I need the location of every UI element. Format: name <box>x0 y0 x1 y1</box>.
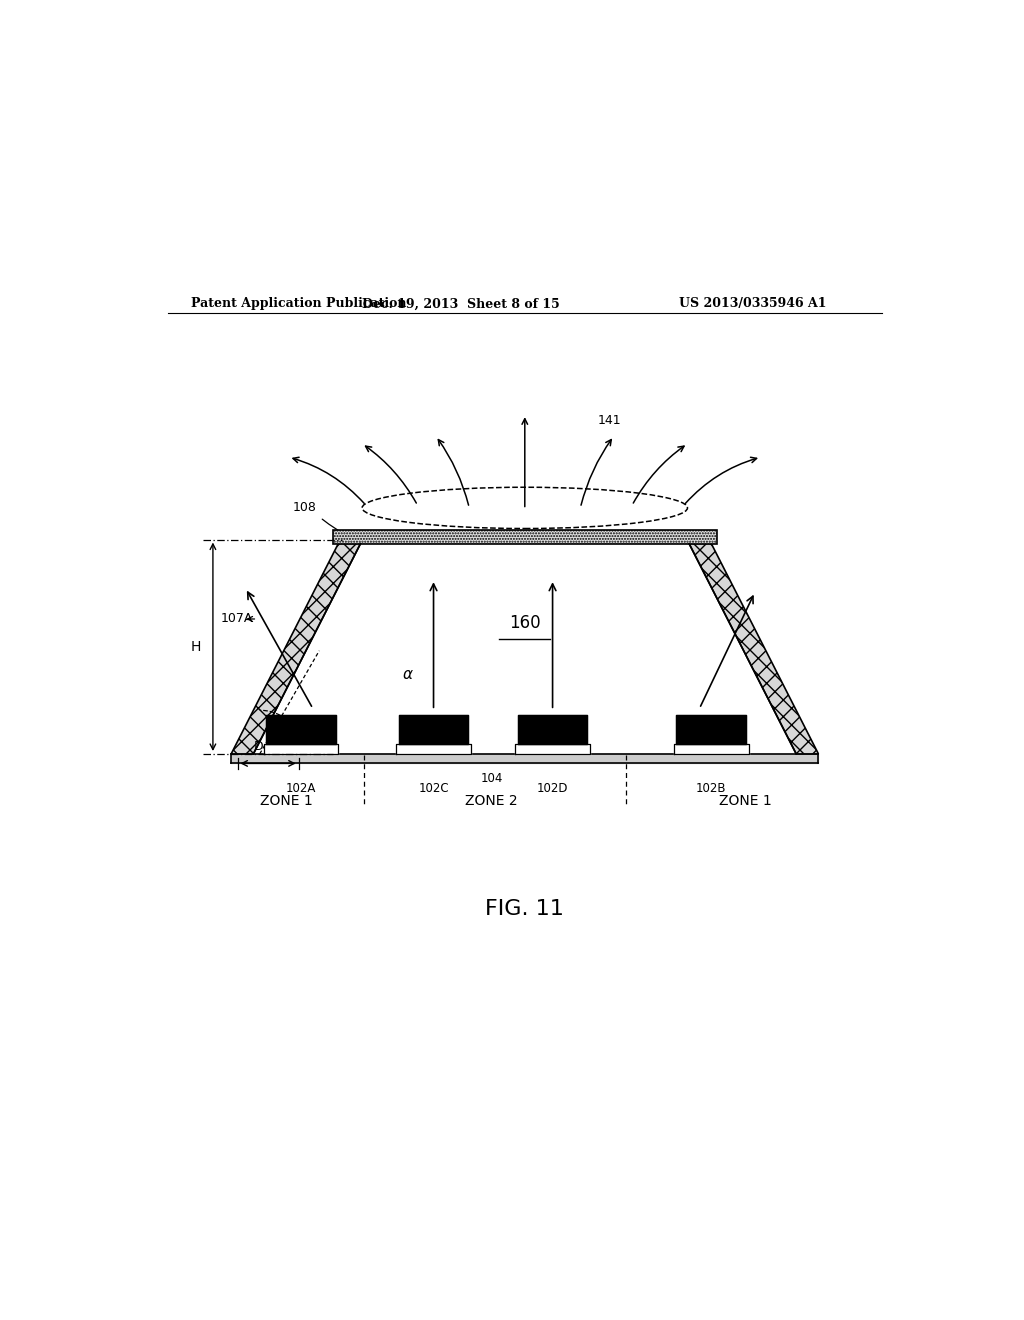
Text: FIG. 11: FIG. 11 <box>485 899 564 919</box>
Polygon shape <box>231 544 360 754</box>
Text: 160: 160 <box>509 614 541 632</box>
Text: 104: 104 <box>480 772 503 785</box>
Text: 141: 141 <box>598 414 622 428</box>
Text: 107A: 107A <box>221 612 253 626</box>
Text: US 2013/0335946 A1: US 2013/0335946 A1 <box>679 297 826 310</box>
Polygon shape <box>689 544 818 754</box>
Text: 102B: 102B <box>696 781 727 795</box>
Text: 108: 108 <box>292 502 316 515</box>
Text: Dec. 19, 2013  Sheet 8 of 15: Dec. 19, 2013 Sheet 8 of 15 <box>362 297 560 310</box>
Bar <box>333 531 717 544</box>
Text: 102C: 102C <box>418 781 449 795</box>
Text: $\alpha$: $\alpha$ <box>401 667 414 682</box>
Text: Patent Application Publication: Patent Application Publication <box>191 297 407 310</box>
Text: ZONE 2: ZONE 2 <box>465 793 518 808</box>
Text: 102D: 102D <box>537 781 568 795</box>
Text: 102A: 102A <box>286 781 316 795</box>
Text: H: H <box>190 640 201 653</box>
Text: ZONE 1: ZONE 1 <box>260 793 313 808</box>
Text: ZONE 1: ZONE 1 <box>719 793 772 808</box>
Text: D: D <box>254 741 264 754</box>
